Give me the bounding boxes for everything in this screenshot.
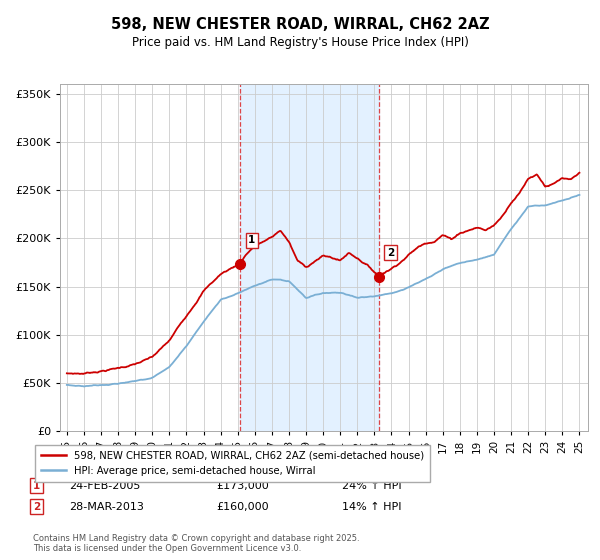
Text: 24-FEB-2005: 24-FEB-2005 (69, 480, 140, 491)
Text: 598, NEW CHESTER ROAD, WIRRAL, CH62 2AZ: 598, NEW CHESTER ROAD, WIRRAL, CH62 2AZ (110, 17, 490, 32)
Text: 14% ↑ HPI: 14% ↑ HPI (342, 502, 401, 512)
Text: 24% ↑ HPI: 24% ↑ HPI (342, 480, 401, 491)
Bar (240, 84, 379, 431)
Text: Price paid vs. HM Land Registry's House Price Index (HPI): Price paid vs. HM Land Registry's House … (131, 36, 469, 49)
Text: 2: 2 (387, 248, 394, 258)
Text: £160,000: £160,000 (216, 502, 269, 512)
Text: 1: 1 (248, 235, 256, 245)
Legend: 598, NEW CHESTER ROAD, WIRRAL, CH62 2AZ (semi-detached house), HPI: Average pric: 598, NEW CHESTER ROAD, WIRRAL, CH62 2AZ … (35, 445, 430, 482)
Text: Contains HM Land Registry data © Crown copyright and database right 2025.
This d: Contains HM Land Registry data © Crown c… (33, 534, 359, 553)
Text: 28-MAR-2013: 28-MAR-2013 (69, 502, 144, 512)
Text: £173,000: £173,000 (216, 480, 269, 491)
Text: 1: 1 (33, 480, 40, 491)
Text: 2: 2 (33, 502, 40, 512)
